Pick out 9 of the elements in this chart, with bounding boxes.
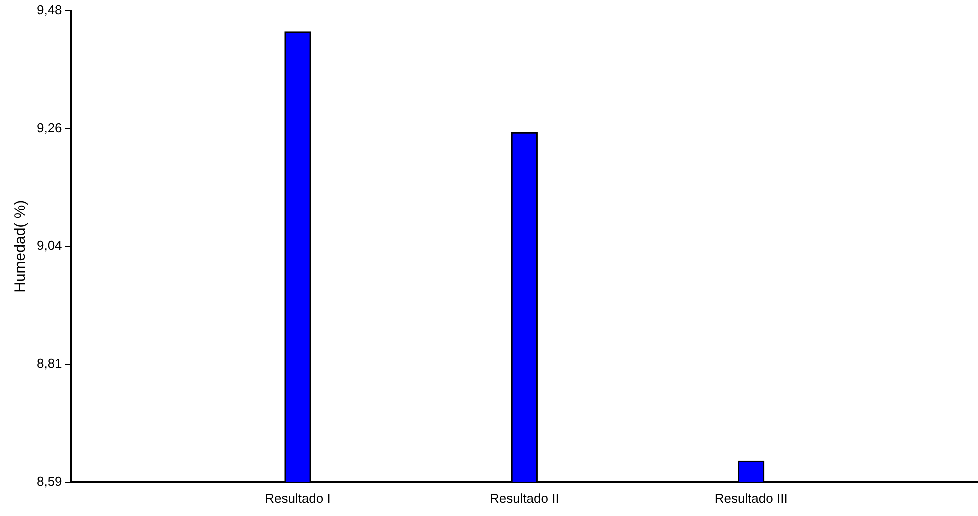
x-tick-label: Resultado III	[714, 490, 788, 506]
y-tick-label: 8,81	[36, 356, 62, 372]
y-tick-label: 9,26	[36, 120, 62, 136]
y-tick-label: 9,48	[36, 2, 62, 18]
y-tick-label: 8,59	[36, 474, 62, 489]
y-tick-label: 9,04	[36, 238, 62, 254]
x-tick-label: Resultado I	[265, 490, 331, 506]
y-axis-title: Humedad( %)	[12, 200, 30, 293]
x-tick-label: Resultado II	[490, 490, 560, 506]
